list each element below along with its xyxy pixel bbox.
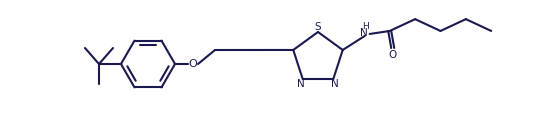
Text: O: O	[188, 59, 197, 69]
Text: H: H	[362, 22, 369, 31]
Text: O: O	[389, 50, 397, 60]
Text: N: N	[297, 79, 305, 89]
Text: S: S	[315, 22, 321, 32]
Text: N: N	[331, 79, 339, 89]
Text: N: N	[360, 28, 368, 38]
